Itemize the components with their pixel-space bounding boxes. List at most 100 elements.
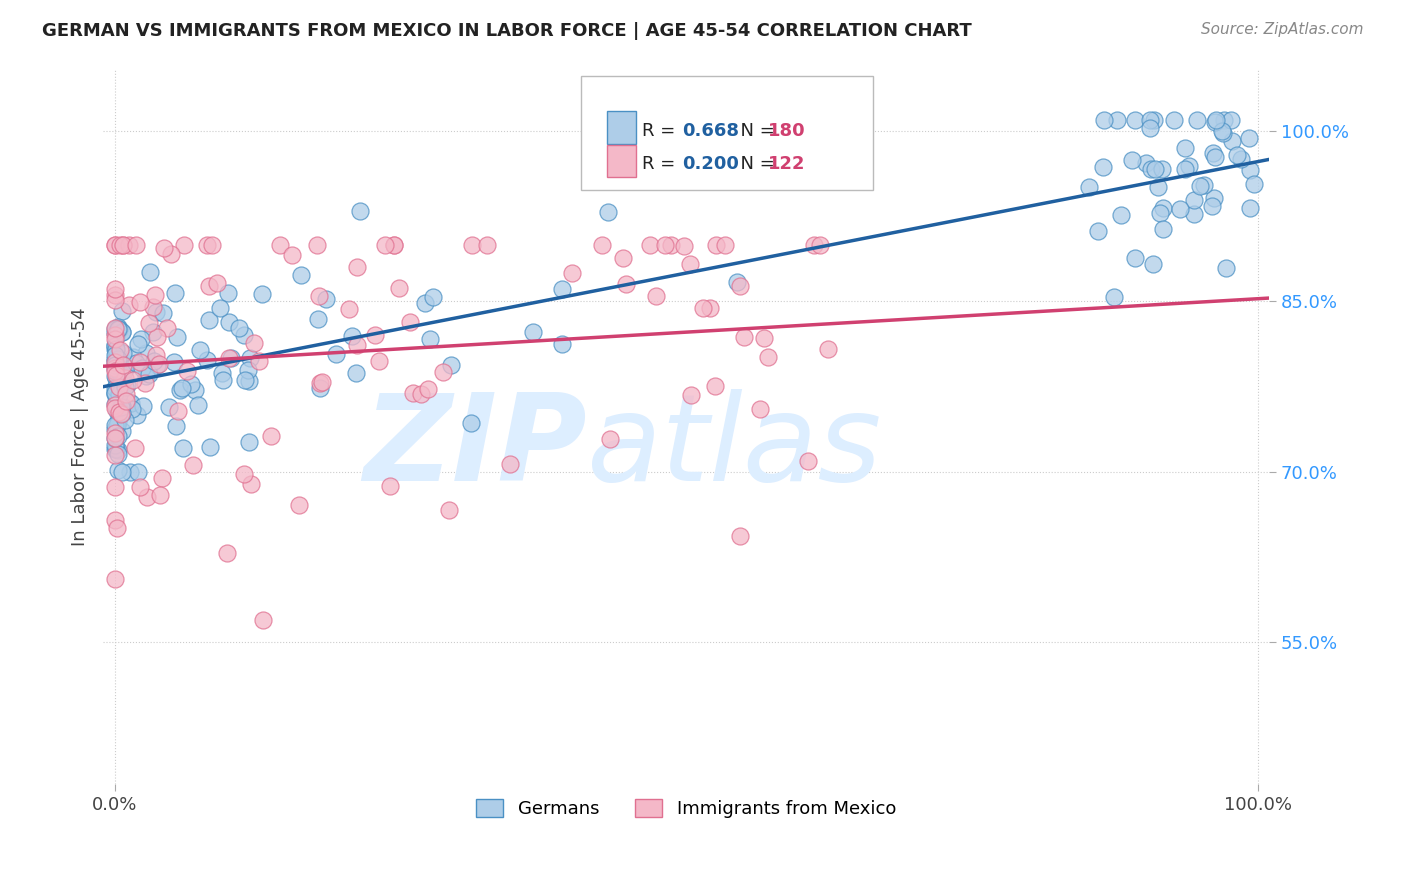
Point (551, 336, 574, 351)
Point (105, 521, 128, 535)
Point (105, 370, 128, 384)
FancyBboxPatch shape (607, 112, 636, 144)
Point (104, 237, 127, 252)
Point (1123, 112, 1146, 127)
Point (388, 281, 411, 295)
Point (591, 237, 613, 252)
Point (118, 298, 141, 312)
Point (138, 316, 160, 330)
Point (499, 457, 522, 471)
Point (432, 365, 454, 379)
FancyBboxPatch shape (607, 145, 636, 178)
Point (522, 326, 544, 340)
Point (125, 237, 148, 252)
Point (103, 401, 125, 415)
Point (1092, 112, 1115, 127)
Point (136, 490, 159, 504)
Point (107, 463, 129, 477)
Point (107, 443, 129, 458)
Point (110, 407, 132, 421)
Point (1123, 251, 1146, 265)
Point (679, 256, 702, 270)
Point (461, 237, 484, 252)
Point (728, 529, 751, 543)
Point (659, 237, 682, 252)
Point (143, 288, 166, 302)
Point (614, 277, 637, 291)
Point (111, 303, 134, 318)
Point (252, 286, 274, 301)
Point (416, 383, 439, 397)
Point (1239, 130, 1261, 145)
Text: N =: N = (730, 122, 780, 140)
Point (125, 408, 148, 422)
Point (103, 351, 125, 366)
Point (104, 378, 127, 392)
Point (104, 448, 127, 462)
Point (149, 487, 172, 501)
Point (114, 386, 136, 401)
Point (309, 381, 332, 395)
Point (111, 345, 134, 359)
Point (208, 301, 231, 315)
Point (269, 237, 291, 252)
Point (110, 399, 132, 413)
Point (104, 431, 127, 445)
Point (197, 237, 219, 252)
Point (104, 237, 127, 252)
Point (160, 247, 183, 261)
Point (117, 378, 139, 392)
Point (105, 345, 128, 359)
Point (172, 441, 194, 455)
Point (413, 295, 436, 310)
Point (135, 369, 157, 384)
Point (142, 326, 165, 340)
Point (107, 320, 129, 334)
Point (200, 440, 222, 454)
Point (1174, 141, 1197, 155)
Point (1220, 134, 1243, 148)
Point (1229, 153, 1251, 167)
Point (1201, 146, 1223, 161)
Point (107, 386, 129, 401)
Point (228, 321, 250, 335)
Point (104, 398, 127, 412)
Point (107, 390, 129, 404)
Point (346, 337, 368, 351)
Point (104, 513, 127, 527)
Point (104, 288, 127, 302)
Point (340, 328, 363, 343)
Point (103, 326, 125, 341)
Point (104, 385, 127, 400)
Point (142, 354, 165, 368)
Point (148, 357, 170, 371)
Point (1105, 112, 1128, 127)
Point (638, 237, 661, 252)
Point (118, 465, 141, 479)
Point (145, 305, 167, 319)
Point (107, 368, 129, 383)
Point (104, 332, 127, 346)
Point (645, 289, 668, 303)
Point (117, 395, 139, 409)
Point (307, 312, 329, 326)
Point (139, 265, 162, 279)
Point (114, 379, 136, 393)
Point (233, 373, 256, 387)
Point (114, 370, 136, 384)
Point (219, 351, 242, 365)
Point (1109, 208, 1132, 222)
Point (817, 343, 839, 357)
Point (165, 285, 187, 300)
Point (243, 336, 266, 351)
Point (239, 351, 262, 365)
Point (104, 381, 127, 395)
Point (1243, 177, 1265, 191)
Point (1104, 289, 1126, 303)
Point (166, 330, 188, 344)
Point (679, 388, 702, 402)
Point (699, 301, 721, 315)
Point (1194, 178, 1216, 193)
Point (1177, 159, 1199, 173)
Point (104, 384, 127, 399)
